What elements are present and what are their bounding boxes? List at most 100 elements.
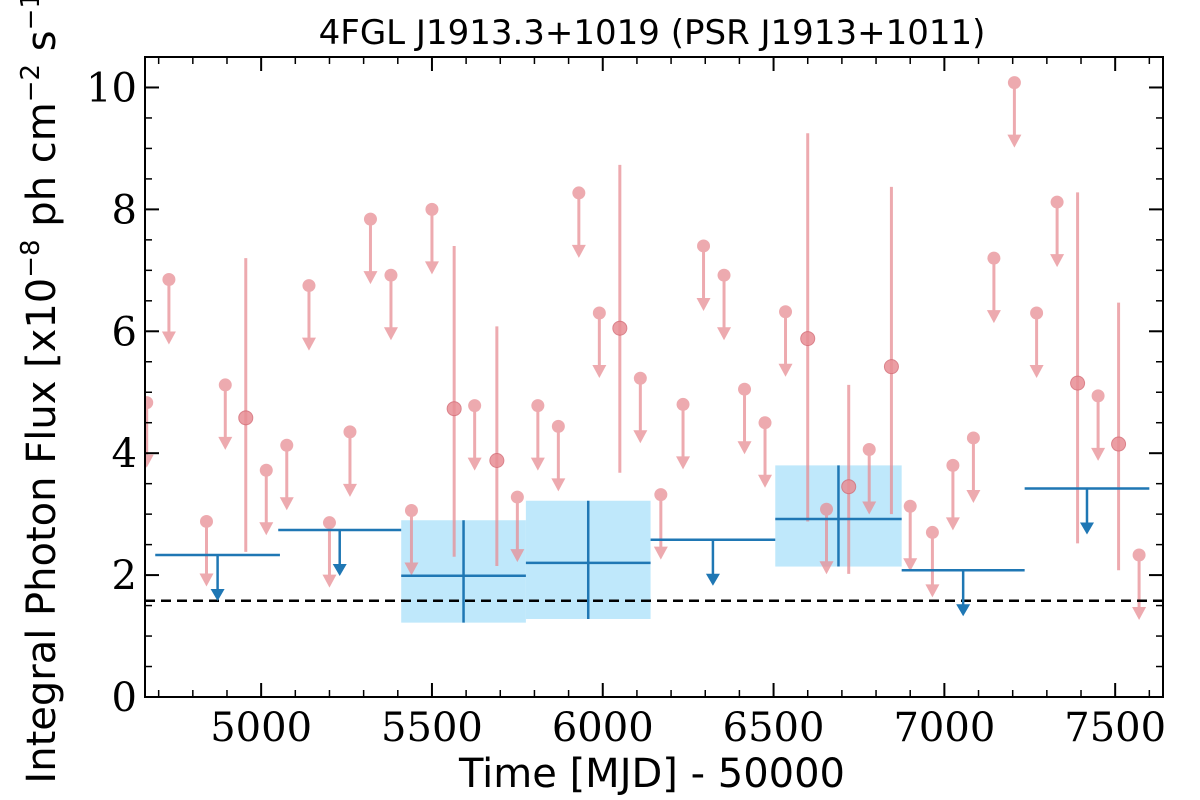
monthly-detection-point-3 xyxy=(612,320,628,336)
monthly-upper-limit-arrow-28 xyxy=(862,501,877,515)
monthly-upper-limit-arrow-26 xyxy=(778,363,793,377)
monthly-upper-limit-2 xyxy=(199,514,214,587)
monthly-upper-limit-38 xyxy=(1132,548,1147,620)
monthly-upper-limit-point-11 xyxy=(404,503,418,517)
monthly-upper-limit-arrow-1 xyxy=(161,331,176,345)
monthly-upper-limit-arrow-33 xyxy=(986,310,1001,324)
monthly-detection-5 xyxy=(841,384,857,574)
monthly-upper-limit-arrow-21 xyxy=(676,456,691,470)
monthly-upper-limit-28 xyxy=(862,443,877,515)
monthly-detection-point-5 xyxy=(841,479,857,495)
yearly-detection-2 xyxy=(775,465,902,567)
monthly-upper-limit-12 xyxy=(424,202,439,275)
monthly-upper-limit-arrow-17 xyxy=(571,244,586,258)
monthly-upper-limit-arrow-23 xyxy=(717,327,732,341)
monthly-upper-limit-point-25 xyxy=(758,416,772,430)
monthly-upper-limit-25 xyxy=(758,416,773,488)
monthly-upper-limit-arrow-7 xyxy=(322,574,337,588)
monthly-upper-limit-1 xyxy=(161,272,176,345)
x-tick-label-2: 6000 xyxy=(552,705,654,751)
plot-content xyxy=(145,76,1163,623)
monthly-upper-limit-point-16 xyxy=(551,419,565,433)
monthly-detection-point-4 xyxy=(800,331,816,347)
monthly-upper-limit-arrow-36 xyxy=(1050,254,1065,268)
monthly-upper-limit-arrow-19 xyxy=(633,430,648,444)
monthly-upper-limit-36 xyxy=(1050,195,1065,268)
monthly-upper-limit-point-34 xyxy=(1007,76,1021,90)
monthly-detection-8 xyxy=(1111,302,1127,571)
y-axis-label-exp3: −1 xyxy=(16,0,46,30)
monthly-upper-limit-point-0 xyxy=(145,396,154,410)
y-axis-label-mid: ph cm xyxy=(19,102,65,239)
monthly-upper-limit-point-13 xyxy=(468,399,482,413)
yearly-upper-limit-4 xyxy=(1024,487,1150,535)
monthly-upper-limit-arrow-37 xyxy=(1091,447,1106,461)
monthly-detection-7 xyxy=(1070,192,1086,544)
monthly-upper-limit-15 xyxy=(530,399,545,471)
monthly-upper-limit-point-12 xyxy=(425,202,439,216)
monthly-detection-0 xyxy=(238,258,254,552)
monthly-detection-1 xyxy=(446,245,462,557)
monthly-upper-limit-point-26 xyxy=(779,305,793,319)
monthly-upper-limit-point-3 xyxy=(218,378,232,392)
monthly-upper-limit-point-24 xyxy=(738,382,752,396)
monthly-upper-limit-19 xyxy=(633,371,648,444)
monthly-upper-limit-arrow-2 xyxy=(199,573,214,587)
monthly-upper-limit-point-37 xyxy=(1091,389,1105,403)
monthly-upper-limit-point-9 xyxy=(363,212,377,226)
monthly-upper-limit-arrow-32 xyxy=(966,489,981,503)
monthly-detection-point-2 xyxy=(489,453,505,469)
y-tick-label-2: 4 xyxy=(112,431,137,477)
monthly-upper-limit-5 xyxy=(279,438,294,511)
monthly-upper-limit-33 xyxy=(986,251,1001,324)
monthly-upper-limit-18 xyxy=(592,306,607,378)
monthly-upper-limit-point-27 xyxy=(820,502,834,516)
axes: 5000 5500 6000 6500 7000 7500 0 2 4 6 8 10 xyxy=(86,56,1166,751)
monthly-upper-limit-26 xyxy=(778,305,793,377)
monthly-upper-limit-35 xyxy=(1029,306,1044,378)
monthly-upper-limit-point-29 xyxy=(903,499,917,513)
monthly-detection-point-8 xyxy=(1111,436,1127,452)
monthly-upper-limit-arrow-30 xyxy=(925,584,940,598)
monthly-upper-limit-point-4 xyxy=(259,463,273,477)
y-tick-label-4: 8 xyxy=(112,187,137,233)
monthly-upper-limit-22 xyxy=(696,239,711,311)
monthly-upper-limit-arrow-3 xyxy=(218,436,233,450)
monthly-detection-6 xyxy=(883,186,899,515)
monthly-upper-limit-3 xyxy=(218,378,233,450)
yearly-upper-limit-3 xyxy=(901,568,1025,617)
yearly-upper-limit-arrow-1 xyxy=(332,563,347,576)
monthly-upper-limit-21 xyxy=(676,397,691,470)
monthly-upper-limit-point-36 xyxy=(1050,195,1064,209)
monthly-upper-limit-11 xyxy=(404,503,419,576)
monthly-upper-limit-29 xyxy=(903,499,918,572)
monthly-detection-2 xyxy=(489,326,505,566)
monthly-upper-limit-arrow-11 xyxy=(404,562,419,576)
monthly-upper-limit-arrow-25 xyxy=(758,474,773,488)
monthly-upper-limit-point-22 xyxy=(697,239,711,253)
monthly-upper-limit-arrow-22 xyxy=(696,297,711,311)
monthly-detection-3 xyxy=(612,164,628,473)
monthly-upper-limit-arrow-29 xyxy=(903,558,918,572)
x-tick-label-1: 5500 xyxy=(381,705,483,751)
yearly-upper-limit-arrow-4 xyxy=(1079,522,1094,535)
monthly-upper-limit-0 xyxy=(145,396,154,468)
monthly-upper-limit-point-17 xyxy=(572,186,586,200)
y-tick-label-5: 10 xyxy=(86,65,137,111)
monthly-upper-limit-20 xyxy=(653,488,668,560)
monthly-detection-point-7 xyxy=(1070,375,1086,391)
monthly-upper-limit-arrow-6 xyxy=(301,337,316,351)
monthly-upper-limit-point-20 xyxy=(654,488,668,502)
y-tick-label-0: 0 xyxy=(112,675,137,721)
axes-frame xyxy=(144,56,1164,698)
x-tick-label-5: 7500 xyxy=(1064,705,1166,751)
monthly-upper-limit-10 xyxy=(383,268,398,341)
monthly-upper-limit-point-33 xyxy=(987,251,1001,265)
monthly-upper-limit-arrow-13 xyxy=(467,457,482,471)
monthly-upper-limit-point-18 xyxy=(592,306,606,320)
monthly-upper-limit-32 xyxy=(966,431,981,503)
monthly-upper-limit-point-23 xyxy=(717,268,731,282)
monthly-upper-limit-30 xyxy=(925,525,940,598)
monthly-upper-limit-arrow-34 xyxy=(1007,134,1022,148)
